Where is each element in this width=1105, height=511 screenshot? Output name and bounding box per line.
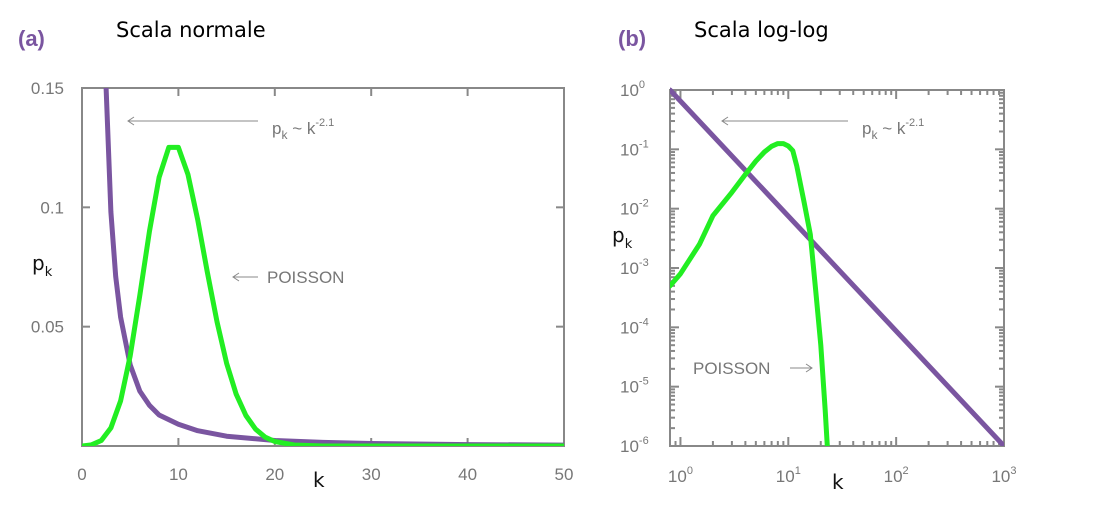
- panel-b: (b) Scala log-log 100 101 102 103 100 10-1 10-…: [612, 18, 1017, 494]
- panel-b-ytick-label: 10-5: [620, 376, 649, 397]
- panel-a-xtick-label: 40: [458, 465, 477, 484]
- panel-b-poisson-line: [670, 141, 830, 446]
- panel-a-xtick-label: 50: [555, 465, 574, 484]
- panel-a-poisson-annotation: POISSON: [232, 268, 344, 287]
- panel-b-ytick-label: 100: [620, 79, 645, 100]
- panel-b-powerlaw-annotation: pk ~ k-2.1: [721, 116, 924, 142]
- svg-text:pk ~ k-2.1: pk ~ k-2.1: [272, 117, 334, 142]
- svg-text:pk ~ k-2.1: pk ~ k-2.1: [862, 117, 924, 142]
- panel-b-ticks: 100 101 102 103 100 10-1 10-2 10-3 10-4 10-5 10-6: [620, 79, 1017, 486]
- panel-a-plot-frame: [81, 87, 565, 447]
- panel-a: (a) Scala normale 0 10 20 30 40 50 0.05 0.1 0.15…: [18, 18, 573, 492]
- panel-b-ytick-label: 10-6: [620, 435, 649, 456]
- panel-a-ylabel: pk: [32, 251, 53, 280]
- panel-a-xtick-label: 0: [77, 465, 86, 484]
- panel-b-ytick-label: 10-1: [620, 138, 649, 159]
- panel-a-title: Scala normale: [116, 18, 266, 42]
- panel-b-xtick-label: 101: [776, 465, 801, 486]
- panel-a-poisson-line: [82, 144, 564, 446]
- panel-b-title: Scala log-log: [694, 18, 829, 42]
- panel-b-xtick-label: 100: [668, 465, 693, 486]
- panel-a-xtick-label: 20: [265, 465, 284, 484]
- svg-text:POISSON: POISSON: [267, 268, 344, 287]
- panel-b-ytick-label: 10-2: [620, 198, 649, 219]
- svg-text:POISSON: POISSON: [693, 359, 770, 378]
- panel-b-xlabel: k: [832, 470, 844, 494]
- panel-a-ytick-label: 0.1: [40, 198, 64, 217]
- panel-a-xtick-label: 10: [169, 465, 188, 484]
- panel-a-xlabel: k: [313, 468, 325, 492]
- panel-b-xtick-label: 103: [991, 465, 1016, 486]
- panel-a-series: [82, 88, 564, 446]
- panel-b-ytick-label: 10-3: [620, 257, 649, 278]
- panel-a-powerlaw-line: [103, 88, 564, 446]
- panel-b-ytick-label: 10-4: [620, 316, 649, 337]
- panel-a-letter: (a): [18, 26, 45, 51]
- panel-b-ylabel: pk: [612, 223, 633, 252]
- panel-a-powerlaw-annotation: pk ~ k-2.1: [127, 116, 334, 142]
- panel-b-powerlaw-line: [670, 87, 1004, 446]
- panel-b-poisson-annotation: POISSON: [693, 359, 813, 378]
- panel-b-xtick-label: 102: [884, 465, 909, 486]
- panel-a-ytick-label: 0.05: [31, 318, 64, 337]
- panel-a-xtick-label: 30: [362, 465, 381, 484]
- panel-a-ticks: 0 10 20 30 40 50 0.05 0.1 0.15: [31, 79, 574, 484]
- panel-b-series: [670, 87, 1004, 446]
- panel-b-letter: (b): [618, 26, 646, 51]
- panel-a-ytick-label: 0.15: [31, 79, 64, 98]
